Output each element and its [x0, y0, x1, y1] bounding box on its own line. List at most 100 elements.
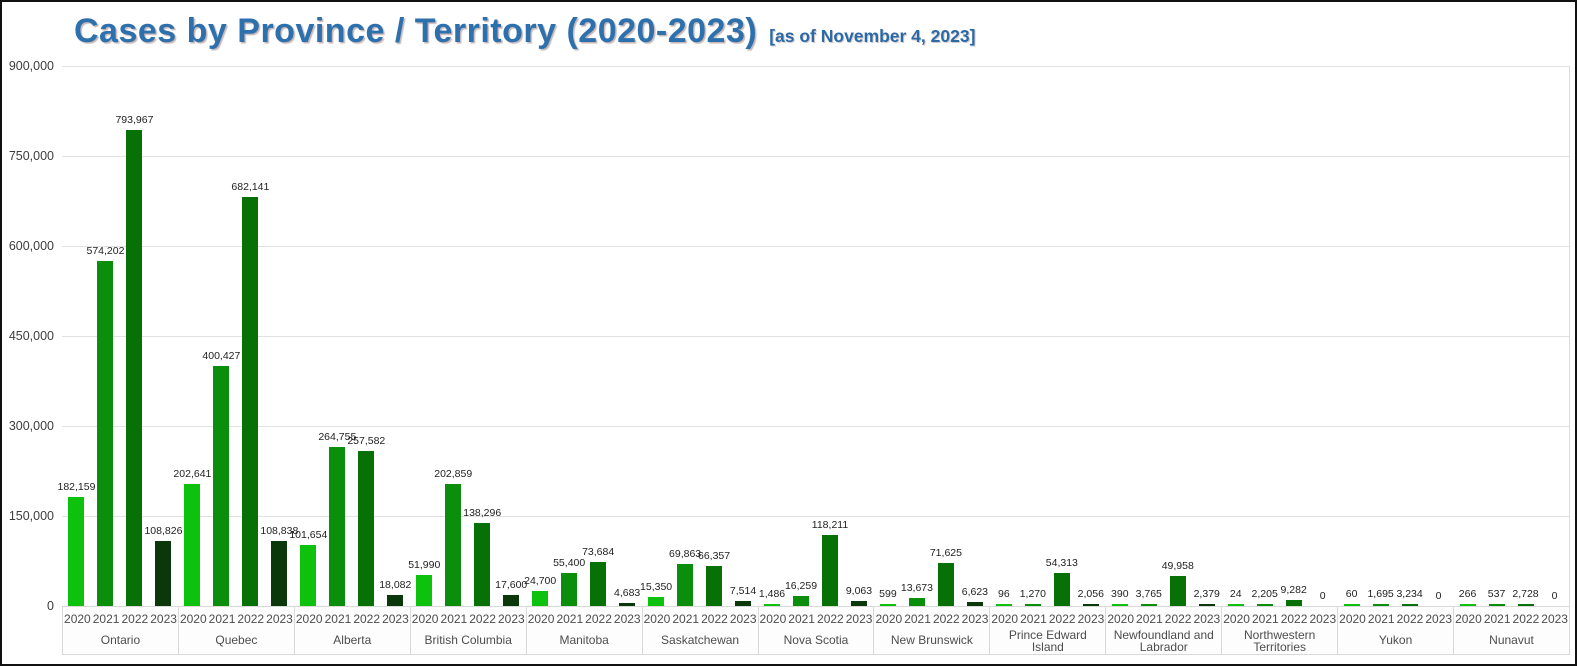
year-label: 2022: [1280, 612, 1308, 626]
category-label-yukon: Yukon: [1378, 633, 1413, 647]
bar-group-saskatchewan: 15,350 69,863 66,357 7,514: [640, 66, 758, 606]
bar-slot: 101,654: [289, 66, 327, 606]
bar-value-label: 108,826: [144, 525, 183, 537]
bar-northwestern-territories-2020: [1227, 604, 1244, 606]
chart-title: Cases by Province / Territory (2020-2023…: [74, 12, 758, 50]
year-label: 2022: [585, 612, 612, 626]
bar-slot: 1,695: [1366, 66, 1395, 606]
bar-value-label: 2,205: [1251, 588, 1278, 600]
year-label: 2020: [527, 612, 555, 626]
category-label-ontario: Ontario: [100, 633, 141, 647]
bar-prince-edward-island-2021: [1024, 604, 1041, 606]
chart-subtitle: [as of November 4, 2023]: [769, 26, 976, 46]
year-label: 2021: [1136, 612, 1163, 626]
year-labels-row: 2020 2021 2022 2023: [1454, 609, 1569, 629]
bar-group-new-brunswick: 599 13,673 71,625 6,623: [873, 66, 989, 606]
bar-value-label: 66,357: [698, 550, 731, 562]
bar-value-label: 96: [998, 588, 1010, 600]
bar-group-yukon: 60 1,695 3,234 0: [1337, 66, 1453, 606]
year-label: 2023: [961, 612, 989, 626]
year-label: 2023: [613, 612, 641, 626]
year-label: 2020: [1223, 612, 1250, 626]
bar-slot: 118,211: [812, 66, 848, 606]
bar-value-label: 599: [879, 588, 897, 600]
bar-value-label: 3,234: [1396, 588, 1423, 600]
year-labels-row: 2020 2021 2022 2023: [759, 609, 874, 629]
year-labels-row: 2020 2021 2022 2023: [990, 609, 1105, 629]
category-label-northwestern-territories: Northwestern Territories: [1243, 628, 1316, 654]
bar-slot: 2,728: [1511, 66, 1540, 606]
year-label: 2020: [1339, 612, 1366, 626]
bar-slot: 202,641: [173, 66, 211, 606]
axis-group-quebec: 2020 2021 2022 2023 Quebec: [177, 607, 294, 654]
axis-group-northwestern-territories: 2020 2021 2022 2023 Northwestern Territories: [1221, 607, 1337, 654]
category-label-nunavut: Nunavut: [1489, 633, 1534, 647]
year-label: 2022: [469, 612, 496, 626]
bar-value-label: 3,765: [1135, 588, 1162, 600]
bar-slot: 17,600: [495, 66, 527, 606]
year-label: 2022: [353, 612, 381, 626]
year-label: 2021: [208, 612, 236, 626]
year-labels-row: 2020 2021 2022 2023: [643, 609, 758, 629]
bar-saskatchewan-2023: [735, 601, 752, 606]
bar-group-quebec: 202,641 400,427 682,141 108,838: [173, 66, 298, 606]
bar-slot: 69,863: [669, 66, 701, 606]
bar-quebec-2021: [213, 366, 230, 606]
bar-value-label: 202,641: [173, 468, 212, 480]
bar-value-label: 0: [1435, 590, 1442, 602]
bar-quebec-2022: [242, 197, 259, 606]
year-label: 2022: [701, 612, 728, 626]
bar-value-label: 2,379: [1193, 588, 1220, 600]
gridline: [62, 336, 1569, 337]
year-label: 2023: [382, 612, 409, 626]
bar-slot: 264,755: [318, 66, 356, 606]
bar-prince-edward-island-2020: [995, 604, 1012, 606]
bar-nova-scotia-2021: [793, 596, 809, 606]
bar-value-label: 9,063: [845, 585, 873, 597]
category-label-alberta: Alberta: [333, 633, 372, 647]
year-label: 2021: [92, 612, 120, 626]
bar-slot: 9,063: [844, 66, 873, 606]
axis-group-alberta: 2020 2021 2022 2023 Alberta: [293, 607, 410, 654]
bar-value-label: 6,623: [961, 586, 989, 598]
bar-value-label: 264,755: [318, 431, 357, 443]
y-axis-tick-label: 450,000: [8, 329, 54, 343]
bar-british-columbia-2020: [416, 575, 433, 606]
bar-manitoba-2022: [590, 562, 607, 606]
year-labels-row: 2020 2021 2022 2023: [527, 609, 642, 629]
bar-british-columbia-2023: [503, 595, 520, 606]
bar-slot: 3,234: [1395, 66, 1424, 606]
bar-value-label: 71,625: [929, 547, 962, 559]
bar-slot: 400,427: [202, 66, 240, 606]
year-label: 2020: [411, 612, 439, 626]
bar-group-newfoundland-and-labrador: 390 3,765 49,958 2,379: [1105, 66, 1221, 606]
bar-value-label: 101,654: [289, 529, 328, 541]
y-axis-tick-label: 600,000: [8, 239, 54, 253]
gridline: [62, 66, 1569, 67]
bar-slot: 51,990: [408, 66, 440, 606]
bar-value-label: 73,684: [582, 546, 615, 558]
axis-group-nova-scotia: 2020 2021 2022 2023 Nova Scotia: [757, 607, 874, 654]
bar-value-label: 182,159: [57, 481, 96, 493]
y-axis-tick-label: 0: [47, 599, 54, 613]
year-label: 2020: [991, 612, 1019, 626]
bar-newfoundland-and-labrador-2022: [1169, 576, 1186, 606]
bar-value-label: 0: [1319, 590, 1326, 602]
bar-slot: 16,259: [785, 66, 817, 606]
bar-slot: 0: [1540, 66, 1569, 606]
bar-value-label: 1,486: [758, 588, 786, 600]
bar-slot: 13,673: [901, 66, 933, 606]
bar-value-label: 202,859: [434, 468, 473, 480]
y-axis: 900,000 750,000 600,000 450,000 300,000 150,0…: [2, 59, 54, 613]
y-axis-tick-label: 900,000: [8, 59, 54, 73]
bar-value-label: 0: [1551, 590, 1558, 602]
year-labels-row: 2020 2021 2022 2023: [295, 609, 410, 629]
year-label: 2020: [643, 612, 671, 626]
bar-quebec-2023: [271, 541, 288, 606]
bar-group-nunavut: 266 537 2,728 0: [1453, 66, 1569, 606]
bar-value-label: 1,270: [1019, 588, 1046, 600]
year-label: 2021: [672, 612, 700, 626]
year-label: 2020: [64, 612, 91, 626]
axis-group-british-columbia: 2020 2021 2022 2023 British Columbia: [409, 607, 526, 654]
year-label: 2020: [759, 612, 787, 626]
